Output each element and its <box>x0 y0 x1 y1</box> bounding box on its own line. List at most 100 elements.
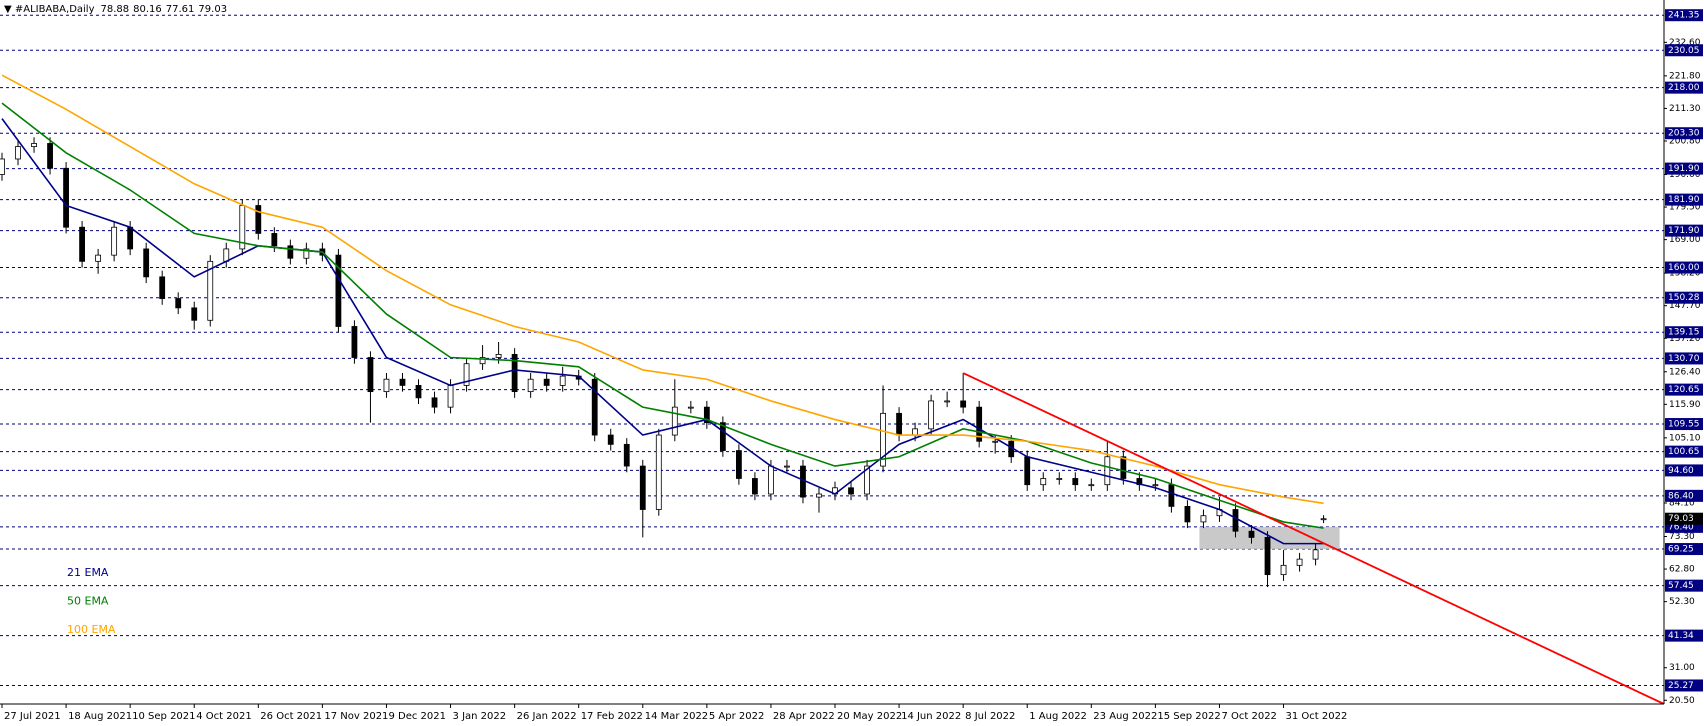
ohlc-low: 77.61 <box>166 4 195 15</box>
candle-body <box>191 307 198 321</box>
level-label-box <box>1665 679 1703 692</box>
y-tick-label: 158.20 <box>1669 269 1701 279</box>
candle-body <box>944 400 951 403</box>
candle-body <box>703 406 710 424</box>
candle-body <box>431 397 438 408</box>
candle-body <box>159 276 166 299</box>
candle-body <box>848 487 854 495</box>
level-label: 120.65 <box>1668 385 1700 395</box>
candle-body <box>1072 478 1079 486</box>
level-label: 76.40 <box>1668 522 1694 532</box>
y-tick-label: 221.80 <box>1669 71 1701 81</box>
candle-body <box>1200 515 1207 523</box>
level-label-box <box>1665 261 1703 274</box>
chart-header: ▼ #ALIBABA,Daily 78.88 80.16 77.61 79.03 <box>4 4 227 15</box>
x-tick-label: 4 Oct 2021 <box>196 711 251 722</box>
level-label: 230.05 <box>1668 46 1700 56</box>
ema-line <box>1 74 1324 505</box>
level-label-box <box>1665 629 1703 642</box>
candle-body <box>79 226 85 262</box>
level-label: 218.00 <box>1668 83 1700 93</box>
candle-body <box>928 400 935 430</box>
ohlc-close: 79.03 <box>198 4 227 15</box>
candle-body <box>479 357 486 365</box>
level-label: 130.70 <box>1668 354 1700 364</box>
level-label-box <box>1665 44 1703 57</box>
x-axis-panel <box>0 704 1664 726</box>
level-label: 86.40 <box>1668 491 1694 501</box>
candle-body <box>415 385 422 399</box>
level-label-box <box>1665 579 1703 592</box>
candle-body <box>896 412 902 436</box>
legend-label: 100 EMA <box>67 623 116 636</box>
candle-body <box>687 406 694 409</box>
candle-body <box>463 363 470 386</box>
y-tick-label: 62.80 <box>1669 565 1695 575</box>
candle-body <box>335 254 342 327</box>
y-tick-label: 200.80 <box>1669 136 1701 146</box>
level-label-box <box>1665 81 1703 94</box>
level-label-box <box>1665 352 1703 365</box>
candle-body <box>639 465 646 510</box>
x-tick-label: 5 Apr 2022 <box>709 711 764 722</box>
level-label-box <box>1665 291 1703 304</box>
y-tick-label: 190.00 <box>1669 170 1701 180</box>
x-tick-label: 9 Dec 2021 <box>388 711 446 722</box>
level-label: 57.45 <box>1668 581 1694 591</box>
level-label-box <box>1665 127 1703 140</box>
candle-body <box>287 245 294 259</box>
level-label: 41.34 <box>1668 631 1694 641</box>
candle-body <box>143 248 150 278</box>
y-tick-label: 179.50 <box>1669 203 1701 213</box>
ohlc-high: 80.16 <box>133 4 162 15</box>
x-tick-label: 28 Apr 2022 <box>773 711 835 722</box>
candle-body <box>1088 484 1095 487</box>
candle-body <box>207 260 214 321</box>
level-label: 203.30 <box>1668 129 1700 139</box>
level-label: 191.90 <box>1668 164 1700 174</box>
candle-body <box>271 233 278 247</box>
level-label: 171.90 <box>1668 226 1700 236</box>
last-price-label: 79.03 <box>1668 514 1694 524</box>
candle-body <box>127 226 134 250</box>
candle-body <box>47 143 53 169</box>
x-tick-label: 31 Oct 2022 <box>1286 711 1348 722</box>
candle-body <box>303 248 310 259</box>
level-label: 139.15 <box>1668 328 1700 338</box>
candle-body <box>1152 484 1159 487</box>
legend-label: 50 EMA <box>67 595 109 608</box>
level-label-box <box>1665 326 1703 339</box>
symbol: #ALIBABA,Daily <box>15 4 95 15</box>
candle-body <box>591 378 598 436</box>
candle-body <box>63 167 69 228</box>
candle-body <box>880 412 886 467</box>
x-tick-label: 10 Sep 2021 <box>132 711 195 722</box>
marks-layer: 21 EMA 50 EMA 100 EMA <box>0 74 1665 705</box>
y-tick-label: 147.70 <box>1669 301 1701 311</box>
level-label: 25.27 <box>1668 681 1694 691</box>
level-label: 150.28 <box>1668 293 1700 303</box>
candle-body <box>511 354 518 393</box>
level-label-box <box>1665 162 1703 175</box>
level-label: 181.90 <box>1668 195 1700 205</box>
x-tick-label: 14 Jun 2022 <box>901 711 961 722</box>
candle-body <box>367 357 374 393</box>
y-tick-label: 105.10 <box>1669 433 1701 443</box>
candle-body <box>1296 558 1303 566</box>
level-label-box <box>1665 489 1703 502</box>
level-label: 109.55 <box>1668 420 1700 430</box>
y-tick-label: 211.30 <box>1669 104 1701 114</box>
y-tick-label: 84.10 <box>1669 498 1695 508</box>
y-tick-label: 137.20 <box>1669 334 1701 344</box>
level-label-box <box>1665 418 1703 431</box>
candle-body <box>175 298 182 309</box>
candle-body <box>1264 537 1271 576</box>
level-label-box <box>1665 543 1703 556</box>
candle-body <box>1168 484 1175 507</box>
x-tick-label: 1 Aug 2022 <box>1029 711 1087 722</box>
y-tick-label: 52.30 <box>1669 597 1695 607</box>
